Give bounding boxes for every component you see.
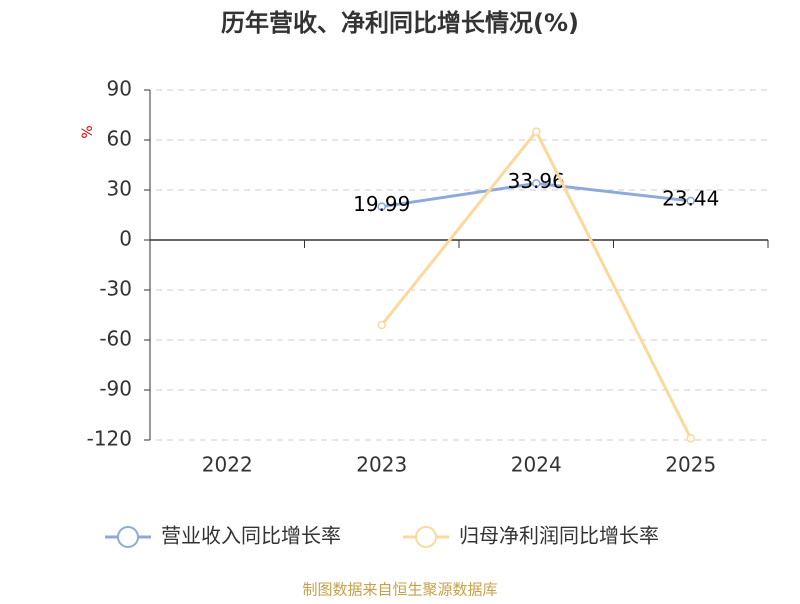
y-tick-label: -60 — [99, 327, 132, 351]
y-tick-label: -90 — [99, 377, 132, 401]
y-tick-label: -30 — [99, 277, 132, 301]
data-point — [532, 179, 541, 188]
data-label: 23.44 — [662, 186, 719, 210]
x-tick-label: 2022 — [202, 453, 253, 477]
legend-marker — [415, 526, 437, 548]
y-tick-label: 30 — [107, 177, 132, 201]
y-tick-label: 0 — [119, 227, 132, 251]
y-tick-label: -120 — [87, 427, 132, 451]
x-tick-label: 2024 — [511, 453, 562, 477]
data-point — [377, 202, 386, 211]
data-label: 19.99 — [353, 192, 410, 216]
x-tick-label: 2023 — [356, 453, 407, 477]
data-point — [686, 434, 695, 443]
y-tick-label: 90 — [107, 77, 132, 101]
data-point — [377, 320, 386, 330]
chart-title: 历年营收、净利同比增长情况(%) — [221, 9, 579, 37]
y-axis-label: % — [80, 125, 96, 138]
y-tick-label: 60 — [107, 127, 132, 151]
data-label: 33.96 — [508, 169, 565, 193]
x-tick-label: 2025 — [665, 453, 716, 477]
legend-label: 营业收入同比增长率 — [161, 524, 341, 548]
source-note: 制图数据来自恒生聚源数据库 — [302, 581, 497, 599]
legend-label: 归母净利润同比增长率 — [459, 524, 659, 548]
data-point — [686, 196, 695, 206]
legend-marker — [117, 526, 139, 548]
data-point — [532, 127, 541, 136]
